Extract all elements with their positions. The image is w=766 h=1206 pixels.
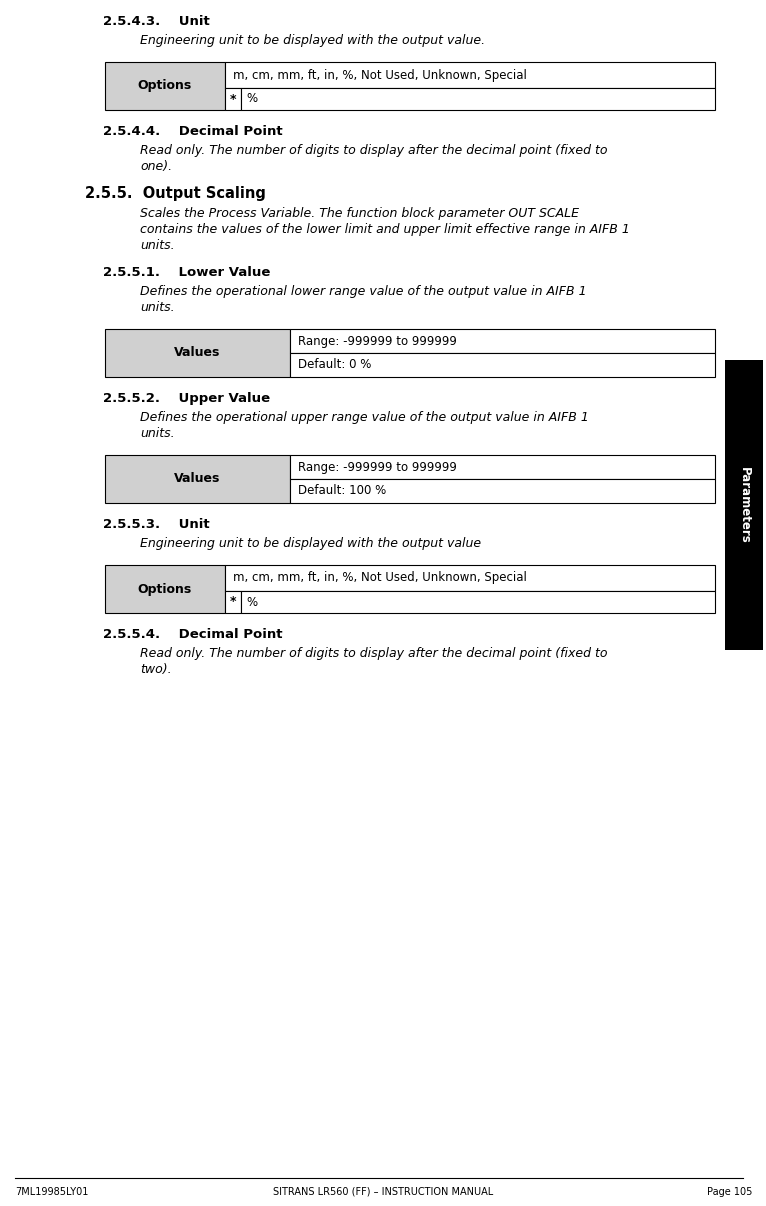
Text: Defines the operational upper range value of the output value in AIFB 1: Defines the operational upper range valu… xyxy=(140,411,589,425)
Bar xyxy=(225,564,715,591)
Text: Scales the Process Variable. The function block parameter OUT SCALE: Scales the Process Variable. The functio… xyxy=(140,207,579,219)
Text: two).: two). xyxy=(140,663,172,677)
Text: Parameters: Parameters xyxy=(738,467,751,544)
Text: Read only. The number of digits to display after the decimal point (fixed to: Read only. The number of digits to displ… xyxy=(140,646,607,660)
Bar xyxy=(225,591,241,613)
Bar xyxy=(290,479,715,503)
Bar xyxy=(225,88,241,110)
Text: 2.5.5.1.    Lower Value: 2.5.5.1. Lower Value xyxy=(103,267,270,279)
Text: Defines the operational lower range value of the output value in AIFB 1: Defines the operational lower range valu… xyxy=(140,285,587,298)
Bar xyxy=(725,361,763,650)
Text: Options: Options xyxy=(138,582,192,596)
Text: Default: 100 %: Default: 100 % xyxy=(298,485,386,498)
Text: *: * xyxy=(230,596,236,609)
Text: Range: -999999 to 999999: Range: -999999 to 999999 xyxy=(298,334,457,347)
Bar xyxy=(241,591,715,613)
Text: Range: -999999 to 999999: Range: -999999 to 999999 xyxy=(298,461,457,474)
Text: Values: Values xyxy=(175,346,221,359)
Text: m, cm, mm, ft, in, %, Not Used, Unknown, Special: m, cm, mm, ft, in, %, Not Used, Unknown,… xyxy=(233,572,527,585)
Text: 2.5.5.  Output Scaling: 2.5.5. Output Scaling xyxy=(85,186,266,201)
Text: 2.5.5.2.    Upper Value: 2.5.5.2. Upper Value xyxy=(103,392,270,405)
Text: Engineering unit to be displayed with the output value.: Engineering unit to be displayed with th… xyxy=(140,34,485,47)
Text: *: * xyxy=(230,93,236,105)
Text: Engineering unit to be displayed with the output value: Engineering unit to be displayed with th… xyxy=(140,537,481,550)
Bar xyxy=(105,329,290,377)
Text: units.: units. xyxy=(140,427,175,440)
Bar xyxy=(290,353,715,377)
Bar xyxy=(225,62,715,88)
Text: SITRANS LR560 (FF) – INSTRUCTION MANUAL: SITRANS LR560 (FF) – INSTRUCTION MANUAL xyxy=(273,1187,493,1198)
Bar xyxy=(290,329,715,353)
Text: 2.5.4.3.    Unit: 2.5.4.3. Unit xyxy=(103,14,210,28)
Text: units.: units. xyxy=(140,239,175,252)
Text: Page 105: Page 105 xyxy=(706,1187,752,1198)
Bar xyxy=(105,62,225,110)
Text: units.: units. xyxy=(140,302,175,314)
Text: Read only. The number of digits to display after the decimal point (fixed to: Read only. The number of digits to displ… xyxy=(140,144,607,157)
Text: %: % xyxy=(246,93,257,105)
Text: Options: Options xyxy=(138,80,192,93)
Text: one).: one). xyxy=(140,160,172,172)
Text: Default: 0 %: Default: 0 % xyxy=(298,358,372,371)
Text: 2.5.5.4.    Decimal Point: 2.5.5.4. Decimal Point xyxy=(103,628,283,642)
Text: contains the values of the lower limit and upper limit effective range in AIFB 1: contains the values of the lower limit a… xyxy=(140,223,630,236)
Bar xyxy=(241,88,715,110)
Text: 2.5.4.4.    Decimal Point: 2.5.4.4. Decimal Point xyxy=(103,125,283,137)
Bar xyxy=(105,455,290,503)
Text: 2.5.5.3.    Unit: 2.5.5.3. Unit xyxy=(103,519,210,531)
Text: 7ML19985LY01: 7ML19985LY01 xyxy=(15,1187,88,1198)
Text: m, cm, mm, ft, in, %, Not Used, Unknown, Special: m, cm, mm, ft, in, %, Not Used, Unknown,… xyxy=(233,69,527,82)
Bar xyxy=(290,455,715,479)
Bar xyxy=(105,564,225,613)
Text: Values: Values xyxy=(175,473,221,486)
Text: %: % xyxy=(246,596,257,609)
